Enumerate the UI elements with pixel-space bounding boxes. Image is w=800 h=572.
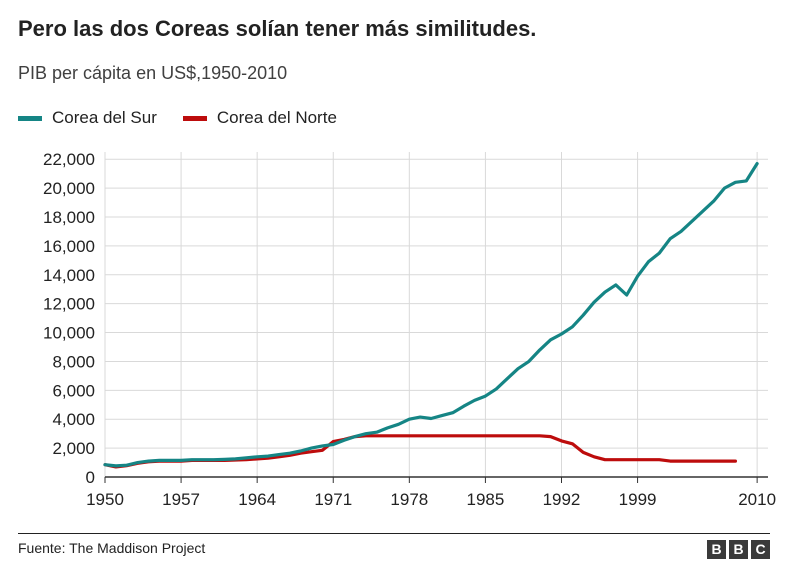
y-tick-label: 6,000 — [52, 381, 95, 400]
chart-subtitle: PIB per cápita en US$,1950-2010 — [18, 63, 288, 83]
x-tick-label: 1985 — [466, 490, 504, 509]
series-lines — [103, 161, 759, 469]
x-tick-label: 1971 — [314, 490, 352, 509]
x-tick-label: 1999 — [619, 490, 657, 509]
bbc-logo-letter: B — [729, 540, 748, 559]
legend-label-south: Corea del Sur — [52, 108, 157, 127]
source-note: Fuente: The Maddison Project — [18, 540, 206, 556]
line-chart: 0 2,000 4,000 6,000 8,000 10,000 12,000 14,000 1… — [43, 150, 776, 509]
x-tick-label: 1964 — [238, 490, 276, 509]
y-tick-label: 20,000 — [43, 179, 95, 198]
bbc-logo-letter: C — [751, 540, 770, 559]
legend: Corea del Sur Corea del Norte — [18, 108, 363, 128]
legend-label-north: Corea del Norte — [216, 108, 337, 127]
y-tick-label: 2,000 — [52, 439, 95, 458]
y-tick-label: 12,000 — [43, 295, 95, 314]
y-tick-label: 0 — [86, 468, 95, 487]
legend-item-south: Corea del Sur — [18, 108, 157, 128]
bbc-logo: B B C — [704, 540, 770, 559]
x-tick-label: 2010 — [738, 490, 776, 509]
legend-swatch-south — [18, 115, 42, 121]
grid — [104, 152, 768, 477]
y-tick-label: 18,000 — [43, 208, 95, 227]
series-line-north — [103, 434, 738, 469]
x-tick-label: 1978 — [390, 490, 428, 509]
x-tick-label: 1992 — [543, 490, 581, 509]
legend-swatch-north — [182, 115, 207, 121]
bbc-logo-letter: B — [707, 540, 726, 559]
x-tick-label: 1957 — [162, 490, 200, 509]
x-tick-label: 1950 — [86, 490, 124, 509]
y-tick-label: 8,000 — [52, 352, 95, 371]
y-tick-label: 4,000 — [52, 410, 95, 429]
legend-item-north: Corea del Norte — [182, 108, 337, 128]
y-tick-label: 14,000 — [43, 266, 95, 285]
y-tick-label: 16,000 — [43, 237, 95, 256]
chart-title: Pero las dos Coreas solían tener más sim… — [18, 16, 537, 41]
y-axis: 0 2,000 4,000 6,000 8,000 10,000 12,000 14,000 1… — [43, 150, 95, 487]
y-tick-label: 10,000 — [43, 324, 95, 343]
footer-divider — [18, 533, 770, 534]
series-line-south — [103, 161, 759, 468]
y-tick-label: 22,000 — [43, 150, 95, 169]
x-axis: 1950 1957 1964 1971 1978 1985 1992 1999 2010 — [86, 476, 776, 509]
